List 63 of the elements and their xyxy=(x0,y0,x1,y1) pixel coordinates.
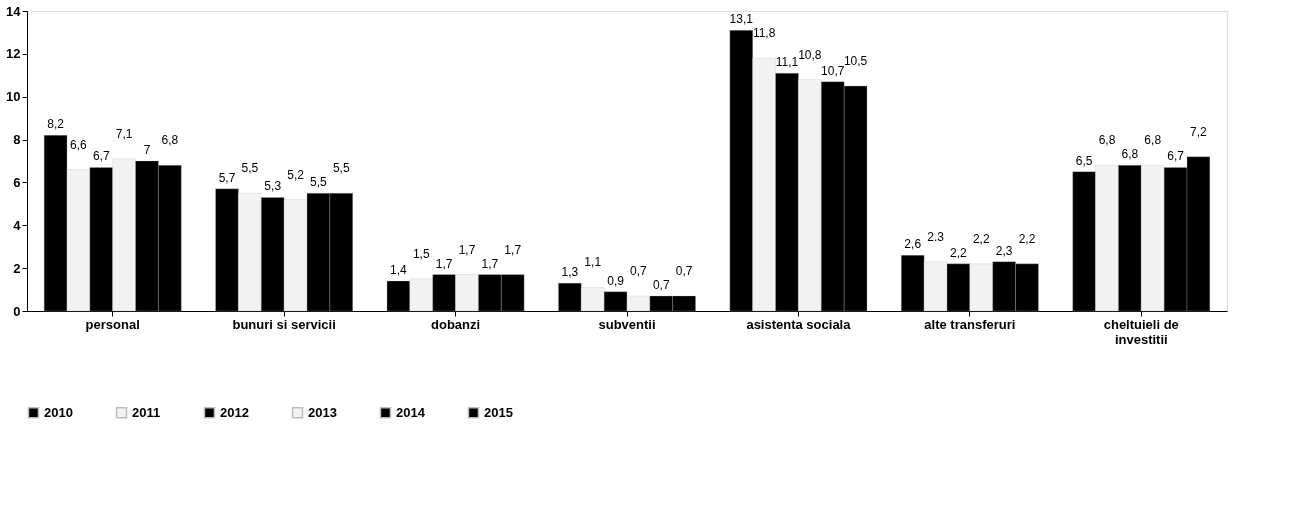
data-label: 8,2 xyxy=(47,117,65,132)
data-label: 1,1 xyxy=(584,255,602,270)
legend-label: 2013 xyxy=(308,404,337,420)
data-label: 2.3 xyxy=(927,229,945,244)
data-label: 5,5 xyxy=(332,161,350,176)
data-label: 11,1 xyxy=(775,55,799,70)
data-label: 1,7 xyxy=(458,242,476,257)
data-label: 0,7 xyxy=(652,278,670,292)
y-tick-label: 14 xyxy=(6,3,22,19)
data-label: 5,5 xyxy=(241,161,259,176)
data-label: 1,7 xyxy=(435,256,453,271)
data-label: 1,3 xyxy=(561,265,579,280)
data-label: 6,7 xyxy=(1167,149,1185,164)
legend-label: 2011 xyxy=(132,404,161,420)
data-label: 6,8 xyxy=(161,133,179,148)
y-tick-label: 12 xyxy=(6,46,21,62)
data-label: 6,7 xyxy=(92,149,110,164)
data-label: 2,3 xyxy=(995,243,1013,258)
x-tick-label: dobanzi xyxy=(431,316,481,332)
y-tick-label: 6 xyxy=(13,174,21,190)
data-label: 11,8 xyxy=(752,26,776,41)
x-tick-label: subventii xyxy=(598,316,656,332)
legend-label: 2014 xyxy=(396,404,426,420)
x-tick-label: cheltuieli de investitii xyxy=(1103,316,1179,347)
data-label: 5,5 xyxy=(310,175,328,190)
legend-label: 2010 xyxy=(44,404,73,420)
data-label: 13,1 xyxy=(729,12,754,27)
data-label: 2,2 xyxy=(950,245,968,260)
data-label: 1,7 xyxy=(504,242,522,257)
data-label: 10,8 xyxy=(798,47,822,62)
data-label: 5,3 xyxy=(264,179,282,194)
data-label: 6,8 xyxy=(1121,147,1139,162)
data-label: 1,7 xyxy=(481,256,499,271)
x-tick-label: alte transferuri xyxy=(924,316,1016,332)
data-label: 2,6 xyxy=(904,237,922,252)
data-label: 10,7 xyxy=(821,63,845,78)
y-tick-label: 10 xyxy=(6,89,21,105)
data-label: 6,5 xyxy=(1075,153,1093,168)
data-label: 1,5 xyxy=(412,246,430,261)
data-label: 0,7 xyxy=(675,264,693,278)
data-label: 6,6 xyxy=(70,137,88,152)
data-label: 6,8 xyxy=(1098,133,1116,148)
y-tick-label: 8 xyxy=(13,132,21,148)
data-label: 0,7 xyxy=(630,264,648,278)
data-label: 2,2 xyxy=(972,231,990,246)
data-label: 5,7 xyxy=(218,170,236,185)
data-label: 7,1 xyxy=(115,126,133,141)
y-tick-label: 4 xyxy=(13,217,22,233)
legend-label: 2015 xyxy=(484,404,513,420)
data-label: 2,2 xyxy=(1018,231,1036,246)
data-label: 10,5 xyxy=(843,54,868,68)
x-tick-label: personal xyxy=(85,316,140,332)
data-label: 6,8 xyxy=(1144,133,1162,148)
y-tick-label: 0 xyxy=(13,303,21,319)
data-label: 5,2 xyxy=(287,167,305,182)
data-label: 0,9 xyxy=(607,273,625,288)
data-label: 7 xyxy=(143,143,151,157)
x-tick-label: asistenta sociala xyxy=(746,316,852,332)
data-label: 7,2 xyxy=(1190,124,1208,139)
data-label: 1,4 xyxy=(390,263,408,277)
legend-label: 2012 xyxy=(220,404,249,420)
y-tick-label: 2 xyxy=(13,260,21,276)
x-tick-label: bunuri si servicii xyxy=(232,316,336,332)
